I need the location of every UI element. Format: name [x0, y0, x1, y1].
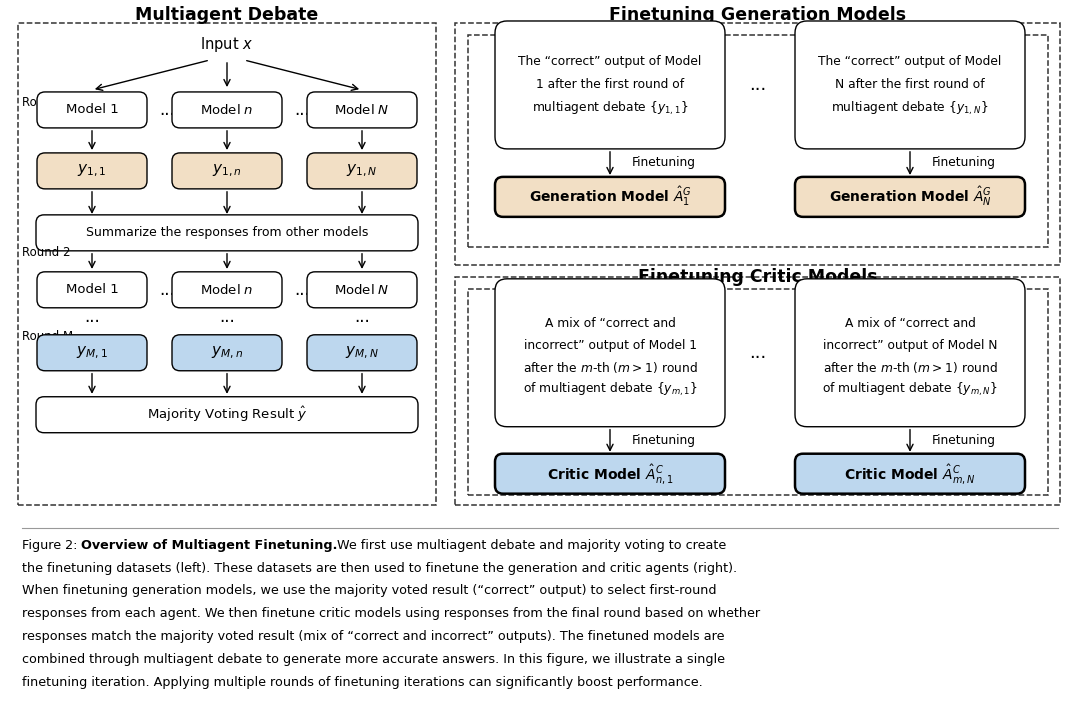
Text: incorrect” output of Model 1: incorrect” output of Model 1: [524, 340, 697, 352]
Text: $y_{M,N}$: $y_{M,N}$: [346, 345, 379, 361]
Text: The “correct” output of Model: The “correct” output of Model: [819, 55, 1001, 69]
Text: We first use multiagent debate and majority voting to create: We first use multiagent debate and major…: [337, 539, 727, 552]
Text: A mix of “correct and: A mix of “correct and: [544, 318, 675, 330]
Text: Multiagent Debate: Multiagent Debate: [135, 6, 319, 24]
FancyBboxPatch shape: [37, 92, 147, 128]
Text: ...: ...: [84, 308, 99, 326]
FancyBboxPatch shape: [172, 153, 282, 189]
Text: the finetuning datasets (left). These datasets are then used to finetune the gen: the finetuning datasets (left). These da…: [22, 562, 737, 574]
FancyBboxPatch shape: [307, 92, 417, 128]
Text: $y_{1,1}$: $y_{1,1}$: [78, 163, 107, 179]
Text: responses match the majority voted result (mix of “correct and incorrect” output: responses match the majority voted resul…: [22, 630, 724, 644]
FancyBboxPatch shape: [495, 279, 725, 427]
Text: $y_{M,n}$: $y_{M,n}$: [211, 345, 243, 361]
Text: after the $m$-th ($m > 1$) round: after the $m$-th ($m > 1$) round: [823, 360, 998, 375]
Text: When finetuning generation models, we use the majority voted result (“correct” o: When finetuning generation models, we us…: [22, 584, 716, 598]
Text: ...: ...: [750, 76, 767, 94]
Text: Critic Model $\hat{A}_{m,N}^C$: Critic Model $\hat{A}_{m,N}^C$: [845, 462, 976, 486]
Text: Round 2: Round 2: [22, 246, 70, 259]
Text: ...: ...: [159, 281, 175, 298]
Text: Finetuning Generation Models: Finetuning Generation Models: [609, 6, 906, 24]
FancyBboxPatch shape: [495, 177, 725, 217]
Text: Model 1: Model 1: [66, 284, 119, 296]
Text: of multiagent debate $\{y_{m,N}\}$: of multiagent debate $\{y_{m,N}\}$: [822, 381, 998, 398]
FancyBboxPatch shape: [172, 92, 282, 128]
FancyBboxPatch shape: [495, 454, 725, 493]
FancyBboxPatch shape: [795, 177, 1025, 217]
Text: Input $x$: Input $x$: [201, 35, 254, 55]
Text: Model $n$: Model $n$: [200, 103, 254, 117]
Text: Round 1: Round 1: [22, 96, 70, 109]
FancyBboxPatch shape: [795, 279, 1025, 427]
Text: Model $n$: Model $n$: [200, 283, 254, 297]
Text: Model $N$: Model $N$: [334, 103, 390, 117]
FancyBboxPatch shape: [172, 272, 282, 308]
FancyBboxPatch shape: [307, 153, 417, 189]
Text: A mix of “correct and: A mix of “correct and: [845, 318, 975, 330]
Text: after the $m$-th ($m > 1$) round: after the $m$-th ($m > 1$) round: [523, 360, 698, 375]
Text: ...: ...: [294, 101, 310, 119]
Text: multiagent debate $\{y_{1,1}\}$: multiagent debate $\{y_{1,1}\}$: [531, 99, 688, 116]
FancyBboxPatch shape: [795, 454, 1025, 493]
Text: Majority Voting Result $\hat{y}$: Majority Voting Result $\hat{y}$: [147, 405, 307, 424]
Text: combined through multiagent debate to generate more accurate answers. In this fi: combined through multiagent debate to ge…: [22, 654, 725, 666]
Text: Generation Model $\hat{A}_N^G$: Generation Model $\hat{A}_N^G$: [828, 185, 991, 208]
FancyBboxPatch shape: [37, 335, 147, 371]
FancyBboxPatch shape: [307, 335, 417, 371]
Text: $y_{M,1}$: $y_{M,1}$: [76, 345, 108, 361]
Text: N after the first round of: N after the first round of: [835, 79, 985, 91]
Text: Generation Model $\hat{A}_1^G$: Generation Model $\hat{A}_1^G$: [528, 185, 691, 208]
Text: of multiagent debate $\{y_{m,1}\}$: of multiagent debate $\{y_{m,1}\}$: [523, 381, 698, 398]
FancyBboxPatch shape: [172, 335, 282, 371]
Text: multiagent debate $\{y_{1,N}\}$: multiagent debate $\{y_{1,N}\}$: [832, 99, 988, 116]
FancyBboxPatch shape: [495, 21, 725, 149]
Text: Model 1: Model 1: [66, 104, 119, 116]
Text: responses from each agent. We then finetune critic models using responses from t: responses from each agent. We then finet…: [22, 608, 759, 620]
Text: ...: ...: [354, 308, 369, 326]
Text: Finetuning: Finetuning: [932, 157, 996, 169]
Text: Finetuning: Finetuning: [632, 157, 696, 169]
Text: ...: ...: [294, 281, 310, 298]
Text: ...: ...: [750, 344, 767, 362]
FancyBboxPatch shape: [37, 153, 147, 189]
Text: Figure 2:: Figure 2:: [22, 539, 81, 552]
Text: ...: ...: [219, 308, 234, 326]
Text: Finetuning: Finetuning: [932, 434, 996, 447]
Text: Model $N$: Model $N$: [334, 283, 390, 297]
Text: Overview of Multiagent Finetuning.: Overview of Multiagent Finetuning.: [81, 539, 337, 552]
FancyBboxPatch shape: [795, 21, 1025, 149]
Text: Summarize the responses from other models: Summarize the responses from other model…: [85, 226, 368, 240]
Text: $y_{1,N}$: $y_{1,N}$: [347, 163, 378, 179]
FancyBboxPatch shape: [307, 272, 417, 308]
Text: finetuning iteration. Applying multiple rounds of finetuning iterations can sign: finetuning iteration. Applying multiple …: [22, 676, 702, 689]
Text: The “correct” output of Model: The “correct” output of Model: [518, 55, 702, 69]
Text: incorrect” output of Model N: incorrect” output of Model N: [823, 340, 997, 352]
FancyBboxPatch shape: [36, 215, 418, 251]
Text: Round M: Round M: [22, 330, 73, 343]
Text: Finetuning Critic Models: Finetuning Critic Models: [638, 268, 878, 286]
FancyBboxPatch shape: [37, 272, 147, 308]
Text: Finetuning: Finetuning: [632, 434, 696, 447]
Text: Critic Model $\hat{A}_{n,1}^C$: Critic Model $\hat{A}_{n,1}^C$: [546, 462, 673, 486]
FancyBboxPatch shape: [36, 397, 418, 432]
Text: $y_{1,n}$: $y_{1,n}$: [212, 163, 242, 179]
Text: 1 after the first round of: 1 after the first round of: [536, 79, 684, 91]
Text: ...: ...: [159, 101, 175, 119]
